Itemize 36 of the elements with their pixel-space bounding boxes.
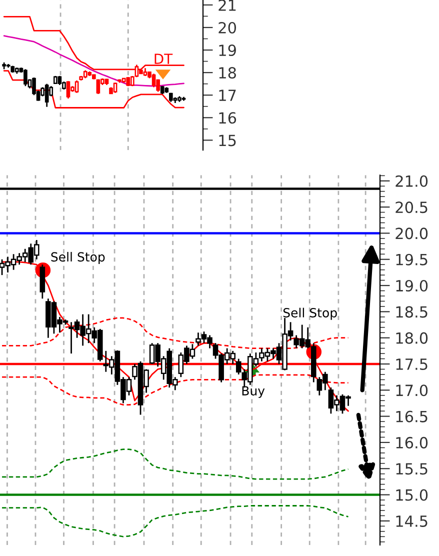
line-series [3, 35, 184, 87]
y-tick-label: 20.0 [396, 228, 428, 240]
line-series [1, 448, 349, 480]
y-tick-label: 20.5 [396, 202, 428, 214]
y-tick-label: 20 [218, 22, 236, 34]
y-tick-label: 21.0 [396, 175, 428, 187]
y-tick-label: 18.0 [396, 332, 428, 344]
y-tick-label: 19.5 [396, 254, 428, 266]
y-tick-label: 16.5 [396, 410, 428, 422]
y-tick-label: 15 [219, 134, 236, 146]
candlestick [152, 73, 156, 88]
annotation: Sell Stop [283, 308, 337, 320]
y-tick-label: 19.0 [396, 280, 428, 292]
candlestick [24, 68, 28, 87]
candlestick [44, 83, 49, 108]
candlestick [96, 78, 100, 95]
annotation: DT [154, 54, 173, 64]
y-tick-label: 18 [219, 67, 236, 79]
candlestick [113, 82, 118, 94]
candlestick [74, 80, 79, 94]
y-tick-label: 16.0 [396, 436, 428, 448]
y-tick-label: 15.0 [396, 489, 428, 501]
annotation: Sell Stop [51, 252, 105, 264]
y-tick-label: 17 [219, 90, 236, 101]
line-series [1, 505, 349, 538]
y-tick-label: 17.5 [396, 358, 428, 370]
y-tick-label: 14.5 [396, 516, 428, 527]
y-tick-label: 15.5 [396, 463, 428, 475]
candlestick [236, 358, 242, 376]
y-tick-label: 18.5 [396, 306, 428, 318]
candlestick [66, 80, 70, 100]
annotation: Buy [242, 386, 265, 398]
y-tick-label: 19 [219, 44, 236, 56]
y-tick-label: 17.0 [396, 384, 428, 396]
y-tick-label: 16 [219, 112, 236, 124]
line-series [3, 70, 184, 108]
